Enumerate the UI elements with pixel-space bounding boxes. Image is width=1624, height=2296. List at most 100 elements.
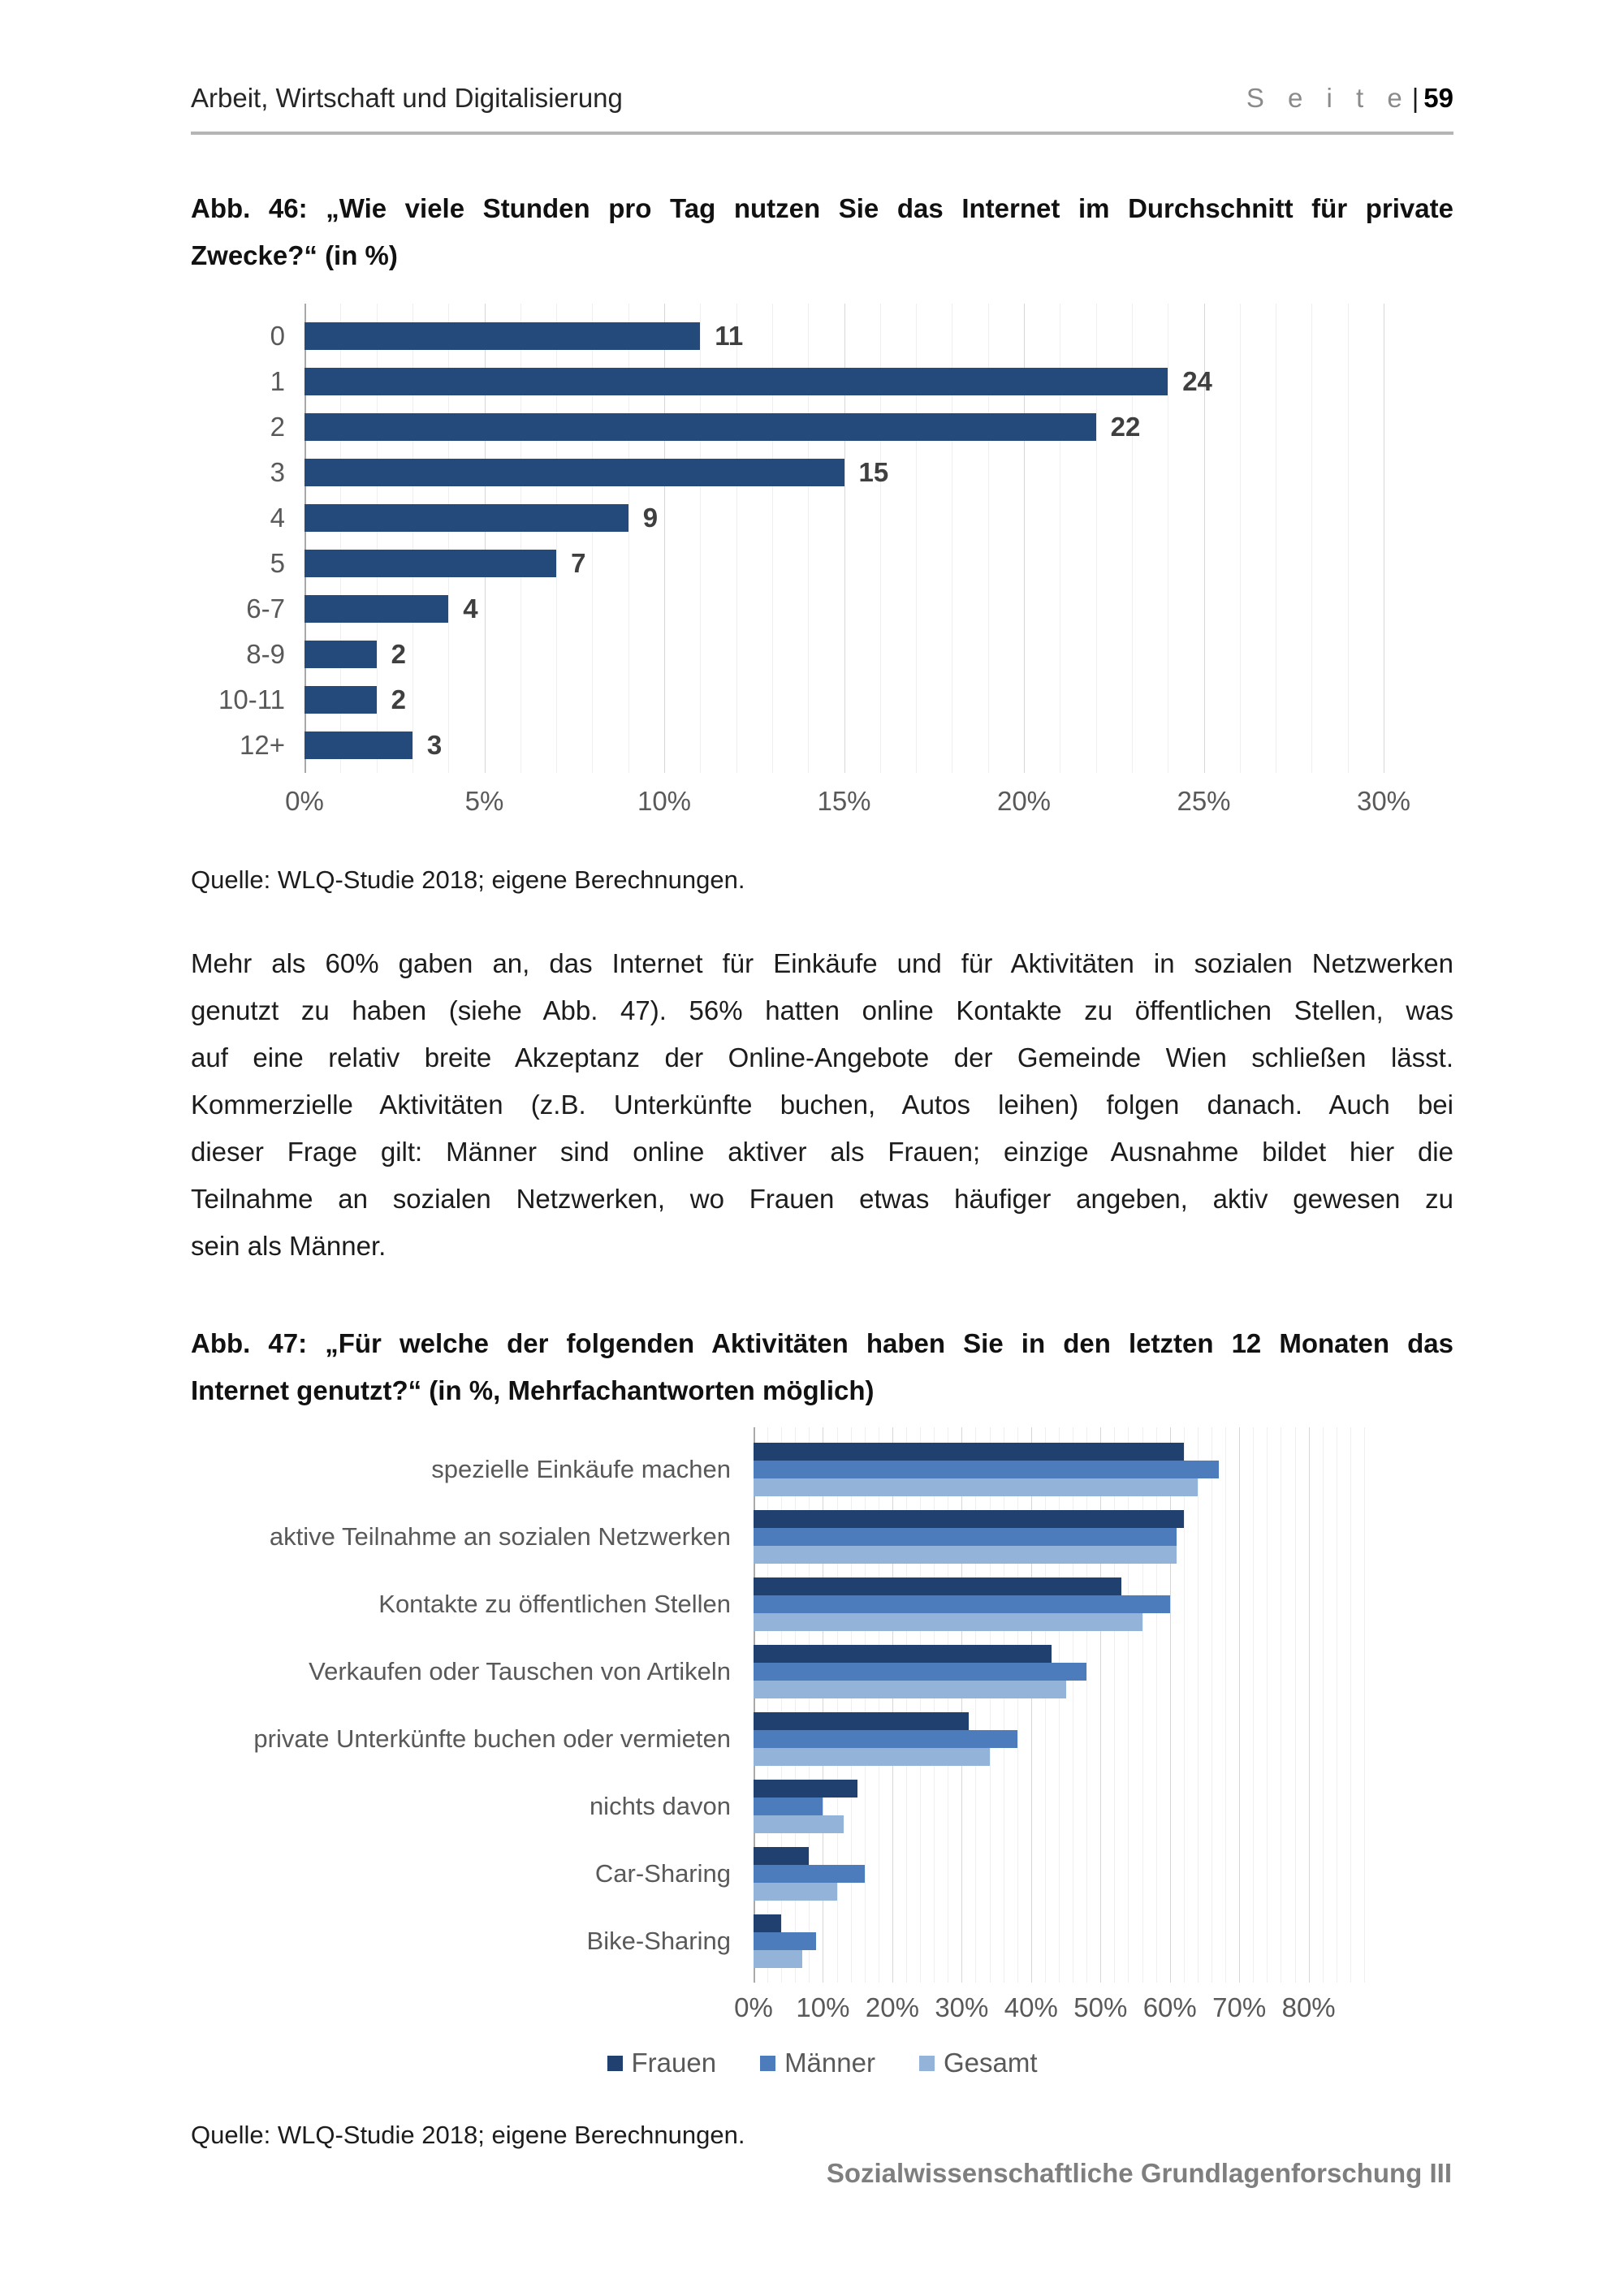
gridline xyxy=(771,304,773,773)
bar-group-row: nichts davon xyxy=(191,1772,1453,1840)
gridline xyxy=(836,1427,838,1983)
legend-item: Männer xyxy=(760,2048,875,2078)
gridline xyxy=(412,304,413,773)
bar-gesamt xyxy=(754,1478,1198,1496)
gridline xyxy=(1114,1427,1116,1983)
bar-gesamt xyxy=(754,1882,837,1901)
fig47-source: Quelle: WLQ-Studie 2018; eigene Berechnu… xyxy=(191,2121,745,2149)
category-label: 4 xyxy=(270,503,285,533)
bar: 7 xyxy=(304,548,585,578)
gridline xyxy=(1203,304,1205,773)
x-tick-label: 0% xyxy=(734,1992,773,2022)
bar-track: 2 xyxy=(304,639,1384,669)
legend-item: Frauen xyxy=(607,2048,716,2078)
gridline xyxy=(1024,304,1025,773)
fig46-chart: 0 11 1 24 2 22 3 15 4 9 5 7 6-7 4 8-9 2 10-11 2 12+ 3 0% 5% 1… xyxy=(191,304,1453,823)
category-label: 3 xyxy=(270,457,285,487)
category-label: aktive Teilnahme an sozialen Netzwerken xyxy=(269,1521,731,1551)
bar-group xyxy=(754,1779,1364,1833)
gridline xyxy=(1044,1427,1046,1983)
gridline xyxy=(1017,1427,1018,1983)
bar: 24 xyxy=(304,366,1212,396)
gridline xyxy=(1100,1427,1102,1983)
bar-frauen xyxy=(754,1711,969,1730)
category-label: 10-11 xyxy=(218,684,285,714)
gridline xyxy=(448,304,450,773)
gridline xyxy=(1059,1427,1060,1983)
bar-row: 2 22 xyxy=(191,404,1453,450)
category-label: Kontakte zu öffentlichen Stellen xyxy=(378,1589,731,1618)
gridline xyxy=(1322,1427,1324,1983)
legend-swatch-icon xyxy=(918,2055,935,2071)
gridline xyxy=(795,1427,797,1983)
gridline xyxy=(592,304,594,773)
bar-row: 12+ 3 xyxy=(191,723,1453,768)
gridline xyxy=(1086,1427,1088,1983)
bar-group-row: Bike-Sharing xyxy=(191,1907,1453,1974)
category-label: 6-7 xyxy=(246,593,285,624)
bar-gesamt xyxy=(754,1949,802,1968)
body-paragraph: Mehr als 60% gaben an, das Internet für … xyxy=(191,940,1453,1270)
bar: 4 xyxy=(304,593,478,624)
bar-track: 15 xyxy=(304,457,1384,487)
bar-männer xyxy=(754,1729,1017,1748)
gridline xyxy=(1308,1427,1310,1983)
gridline xyxy=(1142,1427,1143,1983)
legend-label: Gesamt xyxy=(943,2048,1038,2078)
bar-track: 2 xyxy=(304,684,1384,714)
category-label: 1 xyxy=(270,366,285,396)
page-content: Arbeit, Wirtschaft und Digitalisierung S… xyxy=(191,83,1453,2149)
fig47-caption: Abb. 47: „Für welche der folgenden Aktiv… xyxy=(191,1320,1453,1414)
paragraph-line: Mehr als 60% gaben an, das Internet für … xyxy=(191,948,1453,978)
legend-label: Männer xyxy=(784,2048,875,2078)
bar-value-label: 9 xyxy=(642,503,659,533)
bar-group xyxy=(754,1509,1364,1564)
gridline xyxy=(1225,1427,1227,1983)
gridline xyxy=(1239,304,1241,773)
category-label: 5 xyxy=(270,548,285,578)
category-label: Bike-Sharing xyxy=(586,1926,731,1955)
bar-männer xyxy=(754,1595,1170,1613)
header-page-number: 59 xyxy=(1423,83,1453,113)
bar-gesamt xyxy=(754,1815,844,1833)
caption-line: Internet genutzt?“ (in %, Mehrfachantwor… xyxy=(191,1375,875,1405)
header-section-title: Arbeit, Wirtschaft und Digitalisierung xyxy=(191,83,623,113)
bar-group xyxy=(754,1442,1364,1496)
bar-value-label: 7 xyxy=(571,548,586,578)
bar-value-label: 24 xyxy=(1182,366,1212,396)
bar-gesamt xyxy=(754,1680,1066,1698)
gridline xyxy=(484,304,486,773)
x-tick-label: 50% xyxy=(1073,1992,1128,2022)
header-page-indicator: S e i t e| 59 xyxy=(1246,83,1453,114)
gridline xyxy=(1155,1427,1157,1983)
gridline xyxy=(628,304,629,773)
gridline xyxy=(916,304,918,773)
bar-track: 24 xyxy=(304,366,1384,396)
bar-frauen xyxy=(754,1509,1184,1528)
category-label: private Unterkünfte buchen oder vermiete… xyxy=(253,1724,731,1753)
x-tick-label: 25% xyxy=(1177,786,1231,816)
bar-männer xyxy=(754,1931,816,1950)
x-tick-label: 15% xyxy=(817,786,871,816)
bar-frauen xyxy=(754,1442,1184,1461)
legend-item: Gesamt xyxy=(918,2048,1038,2078)
bar-group-row: spezielle Einkäufe machen xyxy=(191,1435,1453,1503)
gridline xyxy=(920,1427,922,1983)
gridline xyxy=(1183,1427,1185,1983)
x-tick-label: 30% xyxy=(1356,786,1411,816)
gridline xyxy=(934,1427,935,1983)
bar-frauen xyxy=(754,1779,858,1798)
fig46-gridlines xyxy=(304,304,1384,773)
bar-track: 4 xyxy=(304,593,1384,624)
paragraph-line: dieser Frage gilt: Männer sind online ak… xyxy=(191,1137,1453,1167)
bar-row: 10-11 2 xyxy=(191,677,1453,723)
gridline xyxy=(1294,1427,1296,1983)
gridline xyxy=(1267,1427,1268,1983)
gridline xyxy=(1253,1427,1255,1983)
bar: 22 xyxy=(304,412,1140,442)
x-tick-label: 40% xyxy=(1004,1992,1058,2022)
category-label: 2 xyxy=(270,412,285,442)
